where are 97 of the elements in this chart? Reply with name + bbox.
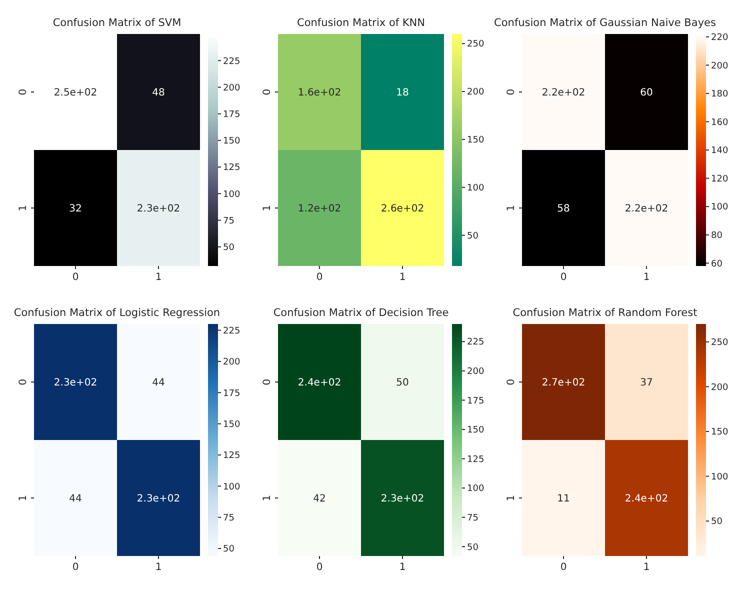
color-bar-label: 200 (223, 83, 240, 94)
color-bar-label: 125 (223, 163, 240, 174)
data-label: 2.3e+02 (54, 378, 98, 388)
chart-title: Confusion Matrix of Random Forest (512, 307, 698, 319)
data-label: 2.5e+02 (54, 88, 98, 98)
color-bar-label: 75 (223, 216, 234, 226)
color-bar-label: 100 (711, 202, 728, 213)
color-bar-label: 225 (223, 326, 240, 336)
data-label: 18 (396, 88, 409, 98)
color-bar-label: 150 (223, 420, 240, 430)
data-label: 2.6e+02 (380, 204, 424, 214)
chart-title: Confusion Matrix of Decision Tree (273, 307, 449, 319)
y-tick-label: 1 (262, 204, 273, 212)
color-bar-label: 100 (223, 190, 240, 200)
color-bar-label: 150 (467, 426, 484, 436)
color-bar-label: 50 (711, 517, 723, 528)
color-bar-label: 50 (467, 231, 479, 242)
y-tick-label: 0 (18, 378, 29, 386)
color-bar-label: 180 (711, 90, 728, 100)
color-bar-label: 220 (711, 32, 728, 43)
data-label: 2.7e+02 (542, 378, 586, 388)
color-bar-label: 250 (467, 40, 484, 50)
data-label: 32 (69, 204, 82, 214)
y-tick-label: 0 (262, 88, 273, 96)
chart-title: Confusion Matrix of Gaussian Naive Bayes (494, 17, 716, 29)
x-tick-label: 1 (643, 562, 650, 573)
chart-title: Confusion Matrix of KNN (296, 17, 426, 29)
color-bar-label: 175 (467, 396, 484, 406)
y-tick-label: 1 (262, 494, 273, 502)
color-bar-label: 140 (711, 146, 728, 156)
color-bar-label: 100 (711, 472, 728, 482)
color-bar-label: 50 (467, 542, 479, 553)
x-tick-label: 0 (72, 562, 79, 573)
data-label: 48 (152, 88, 165, 98)
color-bar-label: 50 (223, 544, 235, 555)
x-tick-label: 1 (155, 562, 162, 573)
x-tick-label: 0 (560, 272, 567, 283)
color-bar-label: 225 (467, 338, 484, 348)
color-bar-label: 175 (223, 388, 240, 399)
color-bar-label: 225 (223, 56, 240, 67)
data-label: 11 (557, 494, 570, 504)
data-label: 2.2e+02 (542, 88, 586, 98)
color-bar-label: 150 (711, 428, 728, 438)
x-tick-label: 1 (155, 272, 162, 283)
data-label: 2.4e+02 (624, 494, 668, 504)
y-tick-label: 0 (262, 378, 273, 386)
color-bar-label: 80 (711, 231, 723, 242)
color-bar-label: 160 (711, 118, 728, 128)
y-tick-label: 1 (18, 494, 29, 502)
y-tick-label: 0 (506, 378, 517, 386)
x-tick-label: 1 (643, 272, 650, 283)
color-bar-label: 120 (711, 174, 728, 184)
y-tick-label: 1 (18, 204, 29, 212)
color-bar-label: 200 (711, 61, 728, 72)
x-tick-label: 0 (72, 272, 79, 283)
data-label: 1.6e+02 (298, 88, 342, 98)
chart-title: Confusion Matrix of Logistic Regression (14, 307, 220, 319)
color-bar-label: 150 (467, 136, 484, 146)
color-bar-label: 200 (467, 88, 484, 98)
color-bar-label: 150 (223, 136, 240, 147)
data-label: 2.3e+02 (136, 204, 180, 214)
x-tick-label: 0 (316, 272, 323, 283)
x-tick-label: 0 (316, 562, 323, 573)
data-label: 60 (640, 88, 653, 98)
color-bar-label: 200 (711, 382, 728, 393)
color-bar-label: 100 (223, 482, 240, 492)
data-label: 2.3e+02 (136, 494, 180, 504)
color-bar-label: 125 (467, 454, 484, 465)
y-tick-label: 1 (506, 204, 517, 212)
color-bar-label: 60 (711, 259, 723, 270)
x-tick-label: 1 (399, 272, 406, 283)
color-bar-label: 50 (223, 242, 235, 253)
data-label: 58 (557, 204, 570, 214)
color-bar-label: 75 (223, 513, 234, 524)
color-bar-label: 200 (467, 367, 484, 378)
data-label: 42 (313, 494, 326, 504)
data-label: 50 (396, 378, 409, 388)
data-label: 37 (640, 378, 653, 388)
color-bar-label: 100 (467, 484, 484, 494)
color-bar-label: 250 (711, 338, 728, 348)
y-tick-label: 1 (506, 494, 517, 502)
data-label: 2.2e+02 (624, 204, 668, 214)
x-tick-label: 1 (399, 562, 406, 573)
x-tick-label: 0 (560, 562, 567, 573)
data-label: 2.3e+02 (380, 494, 424, 504)
color-bar-label: 200 (223, 358, 240, 368)
y-tick-label: 0 (506, 88, 517, 96)
color-bar-label: 100 (467, 184, 484, 194)
data-label: 44 (69, 494, 82, 504)
color-bar-label: 175 (223, 110, 240, 120)
chart-title: Confusion Matrix of SVM (52, 17, 182, 29)
data-label: 44 (152, 378, 165, 388)
color-bar-label: 75 (467, 513, 478, 524)
data-label: 2.4e+02 (298, 378, 342, 388)
color-bar-label: 125 (223, 451, 240, 462)
data-label: 1.2e+02 (298, 204, 342, 214)
y-tick-label: 0 (18, 88, 29, 96)
